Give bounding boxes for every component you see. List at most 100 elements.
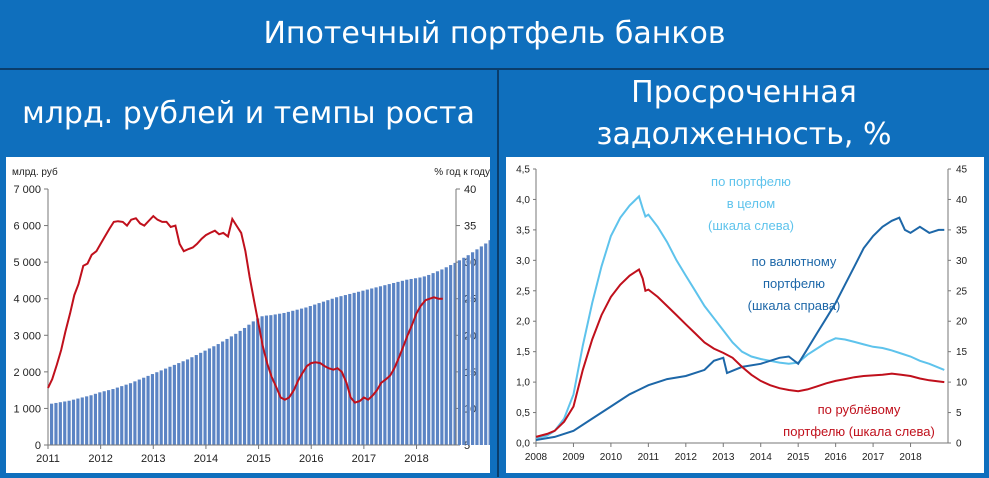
total-series-annotation: по портфелю xyxy=(711,174,791,189)
ruble-series-annotation: по рублёвому xyxy=(818,402,901,417)
portfolio-bar xyxy=(133,381,137,445)
left-axis-tick-label: 3,5 xyxy=(516,225,530,236)
portfolio-bar xyxy=(194,355,198,445)
portfolio-bar xyxy=(111,389,115,445)
portfolio-bar xyxy=(185,359,190,445)
x-axis-tick-label: 2015 xyxy=(246,453,270,465)
portfolio-bar xyxy=(317,303,321,445)
portfolio-bar xyxy=(348,293,352,445)
portfolio-bar xyxy=(444,267,448,445)
left-axis-tick-label: 0,0 xyxy=(516,439,530,450)
portfolio-bar xyxy=(378,286,383,445)
left-axis-tick-label: 2,5 xyxy=(516,286,530,297)
portfolio-bar xyxy=(396,281,400,445)
portfolio-bar xyxy=(370,288,374,445)
left-axis-unit: млрд. руб xyxy=(12,166,58,178)
portfolio-bar xyxy=(361,290,365,445)
portfolio-bar xyxy=(413,278,418,445)
left-axis-tick-label: 7 000 xyxy=(13,184,41,196)
portfolio-bar xyxy=(234,333,238,445)
x-axis-tick-label: 2018 xyxy=(899,452,922,463)
portfolio-bar xyxy=(137,379,141,445)
ruble-series-annotation: портфелю (шкала слева) xyxy=(783,424,935,439)
title-divider xyxy=(0,68,989,70)
portfolio-bar xyxy=(124,384,128,445)
portfolio-bar xyxy=(203,350,207,445)
right-axis-tick-label: 5 xyxy=(956,408,962,419)
left-axis-tick-label: 4,5 xyxy=(516,165,530,176)
portfolio-bar xyxy=(251,321,255,445)
portfolio-bar xyxy=(159,370,163,445)
right-header-line-1: Просроченная xyxy=(631,75,857,110)
x-axis-tick-label: 2008 xyxy=(525,452,548,463)
portfolio-bar xyxy=(321,301,326,445)
portfolio-bar xyxy=(475,249,479,445)
portfolio-bar xyxy=(54,402,58,445)
portfolio-bar xyxy=(76,398,80,445)
left-axis-tick-label: 6 000 xyxy=(13,221,41,233)
x-axis-tick-label: 2011 xyxy=(638,452,660,463)
portfolio-bar xyxy=(172,364,176,445)
right-panel-header: Просроченная задолженность, % xyxy=(499,72,989,156)
portfolio-bar xyxy=(225,338,229,445)
portfolio-bar xyxy=(85,396,89,445)
portfolio-bar xyxy=(326,300,330,445)
right-axis-tick-label: 0 xyxy=(956,439,962,450)
right-axis-tick-label: 10 xyxy=(464,403,476,415)
portfolio-bar xyxy=(356,291,361,445)
growth-rate-line xyxy=(47,214,443,404)
x-axis-tick-label: 2015 xyxy=(787,452,810,463)
portfolio-bar xyxy=(299,308,304,445)
portfolio-bar xyxy=(273,314,277,445)
fx-series-annotation: по валютному xyxy=(752,254,837,269)
portfolio-bar xyxy=(422,276,426,445)
left-axis-tick-label: 4,0 xyxy=(516,195,530,206)
portfolio-bar xyxy=(462,257,466,445)
right-axis-tick-label: 45 xyxy=(956,165,968,176)
portfolio-bar xyxy=(260,316,264,445)
left-axis-tick-label: 1 000 xyxy=(13,403,41,415)
portfolio-bar xyxy=(466,255,470,445)
right-axis-unit: % год к году xyxy=(434,167,490,178)
portfolio-bar xyxy=(98,392,102,445)
x-axis-tick-label: 2017 xyxy=(352,453,376,465)
portfolio-bar xyxy=(335,297,339,445)
fx-series-annotation: портфелю xyxy=(763,276,825,291)
portfolio-bar xyxy=(264,315,269,445)
portfolio-bar xyxy=(247,324,251,445)
portfolio-bar xyxy=(431,273,435,445)
portfolio-bar xyxy=(269,315,273,445)
portfolio-bar xyxy=(282,312,286,445)
right-axis-tick-label: 40 xyxy=(464,184,476,196)
portfolio-bar xyxy=(479,246,483,445)
portfolio-bar xyxy=(107,390,111,445)
portfolio-bar xyxy=(313,304,317,445)
right-axis-tick-label: 20 xyxy=(464,330,476,342)
portfolio-bar xyxy=(93,393,98,445)
portfolio-bar xyxy=(71,399,76,445)
portfolio-bar xyxy=(80,397,84,445)
portfolio-bar xyxy=(50,403,54,445)
x-axis-tick-label: 2014 xyxy=(194,453,218,465)
mortgage-portfolio-chart: млрд. руб % год к году 0 1 000 2 000 3 000 4 0… xyxy=(12,166,514,465)
right-axis-tick-label: 5 xyxy=(464,440,470,452)
total-series-annotation: в целом xyxy=(727,196,776,211)
portfolio-bar xyxy=(150,374,155,445)
portfolio-bar xyxy=(374,287,378,445)
portfolio-bar xyxy=(216,344,220,445)
x-axis-tick-label: 2009 xyxy=(562,452,585,463)
portfolio-bar xyxy=(484,243,488,445)
portfolio-bar xyxy=(115,387,119,445)
mortgage-portfolio-chart-panel: млрд. руб % год к году 0 1 000 2 000 3 000 4 0… xyxy=(6,157,514,473)
right-axis-tick-label: 35 xyxy=(464,221,476,233)
portfolio-bar xyxy=(242,327,247,445)
portfolio-bar xyxy=(146,375,150,445)
portfolio-bar xyxy=(67,400,71,445)
portfolio-bar xyxy=(457,260,461,445)
portfolio-bar xyxy=(177,363,181,445)
right-axis-tick-label: 25 xyxy=(956,286,968,297)
portfolio-bar xyxy=(190,357,194,445)
page-title: Ипотечный портфель банков xyxy=(263,16,726,51)
portfolio-bar xyxy=(102,391,106,445)
portfolio-bar xyxy=(400,280,404,445)
